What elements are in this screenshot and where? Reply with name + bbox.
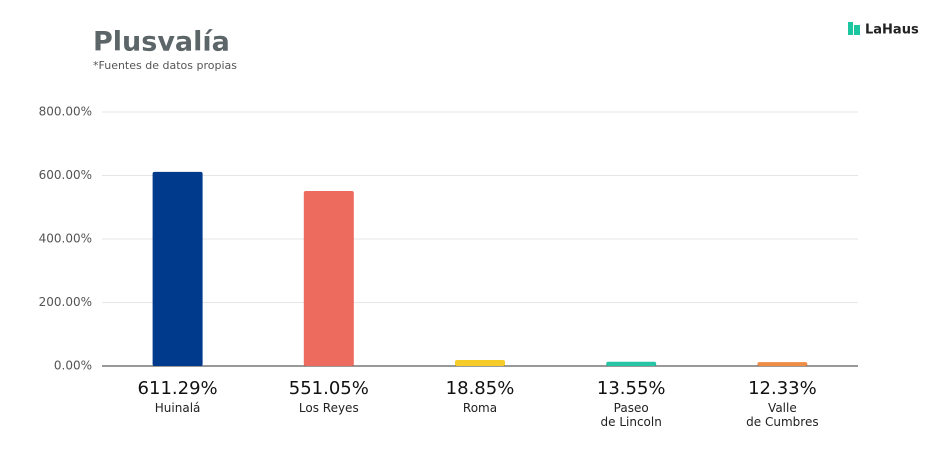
y-tick-label: 800.00% <box>39 105 92 119</box>
value-label: 18.85% <box>446 378 515 399</box>
y-tick-label: 200.00% <box>39 295 92 309</box>
bar <box>303 191 354 366</box>
y-tick-label: 0.00% <box>54 359 92 373</box>
brand-logo: LaHaus <box>848 22 919 38</box>
y-tick-label: 600.00% <box>39 168 92 182</box>
x-tick-label: Huinalá <box>154 401 201 415</box>
y-tick-label: 400.00% <box>39 232 92 246</box>
bar <box>757 362 808 366</box>
logo-icon <box>848 22 853 35</box>
value-label: 551.05% <box>289 378 369 399</box>
x-tick-label: Los Reyes <box>298 401 359 415</box>
value-label: 13.55% <box>597 378 666 399</box>
x-tick-label: Roma <box>462 401 498 415</box>
x-tick-label: Paseo de Lincoln <box>600 401 662 429</box>
chart-title: Plusvalía <box>93 27 230 58</box>
logo-icon <box>854 25 860 35</box>
chart-subtitle: *Fuentes de datos propias <box>93 59 237 72</box>
bar <box>606 361 657 366</box>
x-tick-label: Valle de Cumbres <box>746 401 819 429</box>
value-label: 611.29% <box>138 378 218 399</box>
bar <box>152 171 203 366</box>
value-label: 12.33% <box>748 378 817 399</box>
bar <box>455 360 505 366</box>
brand-name: LaHaus <box>865 23 919 38</box>
